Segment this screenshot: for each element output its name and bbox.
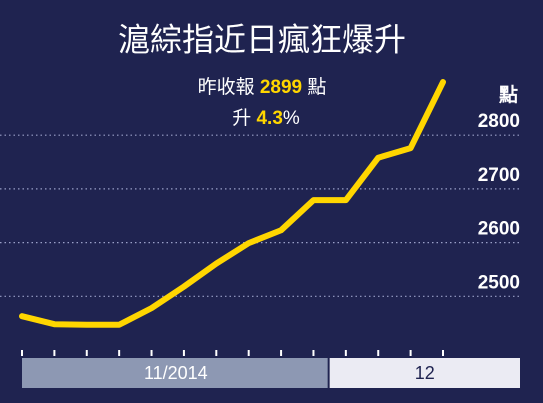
x-tick-label: 12 bbox=[415, 363, 435, 383]
month-band bbox=[22, 358, 328, 388]
annotation-text: 升 bbox=[232, 107, 251, 129]
y-tick-label: 2700 bbox=[478, 165, 520, 186]
annotation-text: % bbox=[283, 108, 300, 129]
annotation: 升 4.3% bbox=[232, 107, 300, 129]
y-tick-label: 2800 bbox=[478, 111, 520, 132]
chart-title: 滬綜指近日瘋狂爆升 bbox=[118, 21, 406, 57]
x-tick-label: 11/2014 bbox=[144, 363, 208, 383]
annotation-text: 點 bbox=[307, 76, 326, 98]
annotation-text: 昨收報 bbox=[198, 76, 255, 98]
y-tick-label: 2500 bbox=[478, 272, 520, 293]
month-band bbox=[329, 358, 520, 388]
annotation-value: 4.3 bbox=[256, 108, 282, 129]
data-line bbox=[19, 79, 446, 328]
y-axis-label: 點 bbox=[498, 83, 518, 106]
annotation: 昨收報 2899 點 bbox=[198, 76, 327, 98]
y-tick-label: 2600 bbox=[478, 219, 520, 240]
annotation-value: 2899 bbox=[260, 77, 302, 98]
